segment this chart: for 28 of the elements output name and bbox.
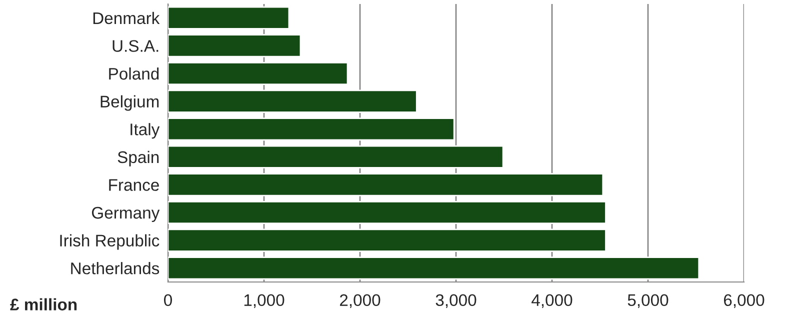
y-tick-label: Italy (130, 123, 160, 139)
bar (168, 173, 604, 196)
y-tick-label: Belgium (100, 95, 159, 111)
x-tick-label: 2,000 (340, 294, 380, 308)
bar (168, 6, 290, 30)
x-tick-label: 1,000 (244, 294, 284, 308)
bar (168, 118, 455, 141)
x-tick-label: 4,000 (532, 294, 572, 308)
bar (168, 62, 348, 86)
x-tick-label: 5,000 (628, 294, 668, 308)
y-tick-label: U.S.A. (112, 40, 158, 52)
y-tick-label: Irish Republic (60, 234, 160, 250)
y-tick-label: Denmark (93, 12, 160, 24)
y-tick-label: France (109, 179, 159, 191)
bar (168, 256, 700, 280)
x-axis-title: £ million (10, 298, 77, 310)
y-tick-label: Poland (109, 67, 159, 80)
bar (168, 228, 606, 252)
bar (168, 34, 302, 58)
y-tick-label: Spain (118, 150, 159, 166)
x-tick-label: 3,000 (436, 294, 476, 308)
x-tick-label: 0 (164, 294, 172, 306)
bar (168, 200, 606, 224)
y-tick-label: Germany (92, 206, 160, 222)
y-tick-label: Netherlands (71, 262, 160, 274)
bar (168, 145, 504, 168)
bar (168, 90, 418, 113)
x-tick-label: 6,000 (724, 294, 764, 308)
